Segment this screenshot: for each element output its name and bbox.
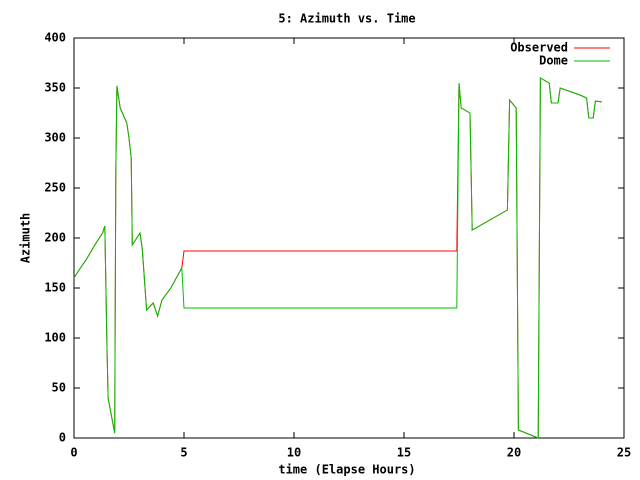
- y-tick-label: 50: [52, 381, 66, 395]
- x-tick-label: 15: [397, 446, 411, 460]
- y-axis-label: Azimuth: [19, 213, 33, 264]
- y-tick-label: 100: [44, 331, 66, 345]
- legend-label: Observed: [510, 41, 568, 55]
- x-axis-label: time (Elapse Hours): [278, 463, 415, 477]
- x-tick-label: 0: [70, 446, 77, 460]
- x-tick-label: 25: [617, 446, 631, 460]
- data-line: [73, 77, 603, 439]
- y-tick-label: 200: [44, 231, 66, 245]
- x-tick-label: 20: [507, 446, 521, 460]
- x-tick-label: 5: [180, 446, 187, 460]
- data-line: [73, 77, 603, 439]
- x-tick-label: 10: [287, 446, 301, 460]
- y-tick-label: 250: [44, 181, 66, 195]
- chart-title: 5: Azimuth vs. Time: [278, 12, 415, 26]
- y-tick-label: 0: [59, 431, 66, 445]
- y-tick-label: 300: [44, 131, 66, 145]
- y-tick-label: 150: [44, 281, 66, 295]
- y-tick-label: 400: [44, 31, 66, 45]
- legend-label: Dome: [539, 54, 568, 68]
- y-tick-label: 350: [44, 81, 66, 95]
- plot-frame: [73, 37, 625, 439]
